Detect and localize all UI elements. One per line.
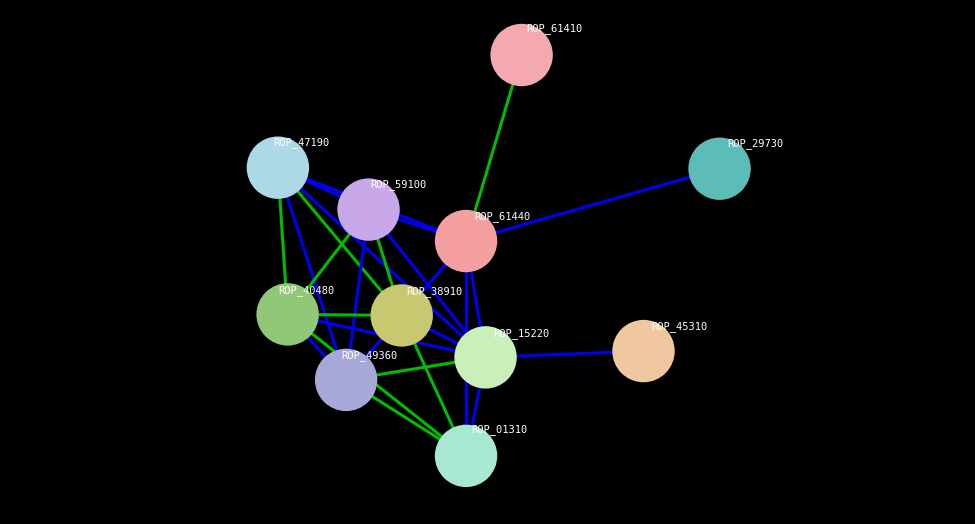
- Ellipse shape: [315, 348, 377, 411]
- Text: ROP_29730: ROP_29730: [727, 138, 784, 149]
- Text: ROP_45310: ROP_45310: [651, 321, 708, 332]
- Ellipse shape: [688, 137, 751, 200]
- Ellipse shape: [370, 284, 433, 347]
- Text: ROP_61440: ROP_61440: [474, 211, 530, 222]
- Ellipse shape: [612, 320, 675, 383]
- Text: ROP_61410: ROP_61410: [526, 23, 583, 34]
- Ellipse shape: [337, 178, 400, 241]
- Text: ROP_15220: ROP_15220: [493, 328, 550, 339]
- Text: ROP_40480: ROP_40480: [278, 285, 334, 296]
- Ellipse shape: [435, 424, 497, 487]
- Text: ROP_01310: ROP_01310: [471, 424, 527, 435]
- Text: ROP_49360: ROP_49360: [341, 350, 398, 361]
- Text: ROP_47190: ROP_47190: [273, 137, 330, 148]
- Ellipse shape: [256, 283, 319, 346]
- Ellipse shape: [490, 24, 553, 86]
- Ellipse shape: [435, 210, 497, 272]
- Ellipse shape: [247, 136, 309, 199]
- Text: ROP_59100: ROP_59100: [370, 179, 427, 190]
- Text: ROP_38910: ROP_38910: [407, 286, 463, 297]
- Ellipse shape: [454, 326, 517, 389]
